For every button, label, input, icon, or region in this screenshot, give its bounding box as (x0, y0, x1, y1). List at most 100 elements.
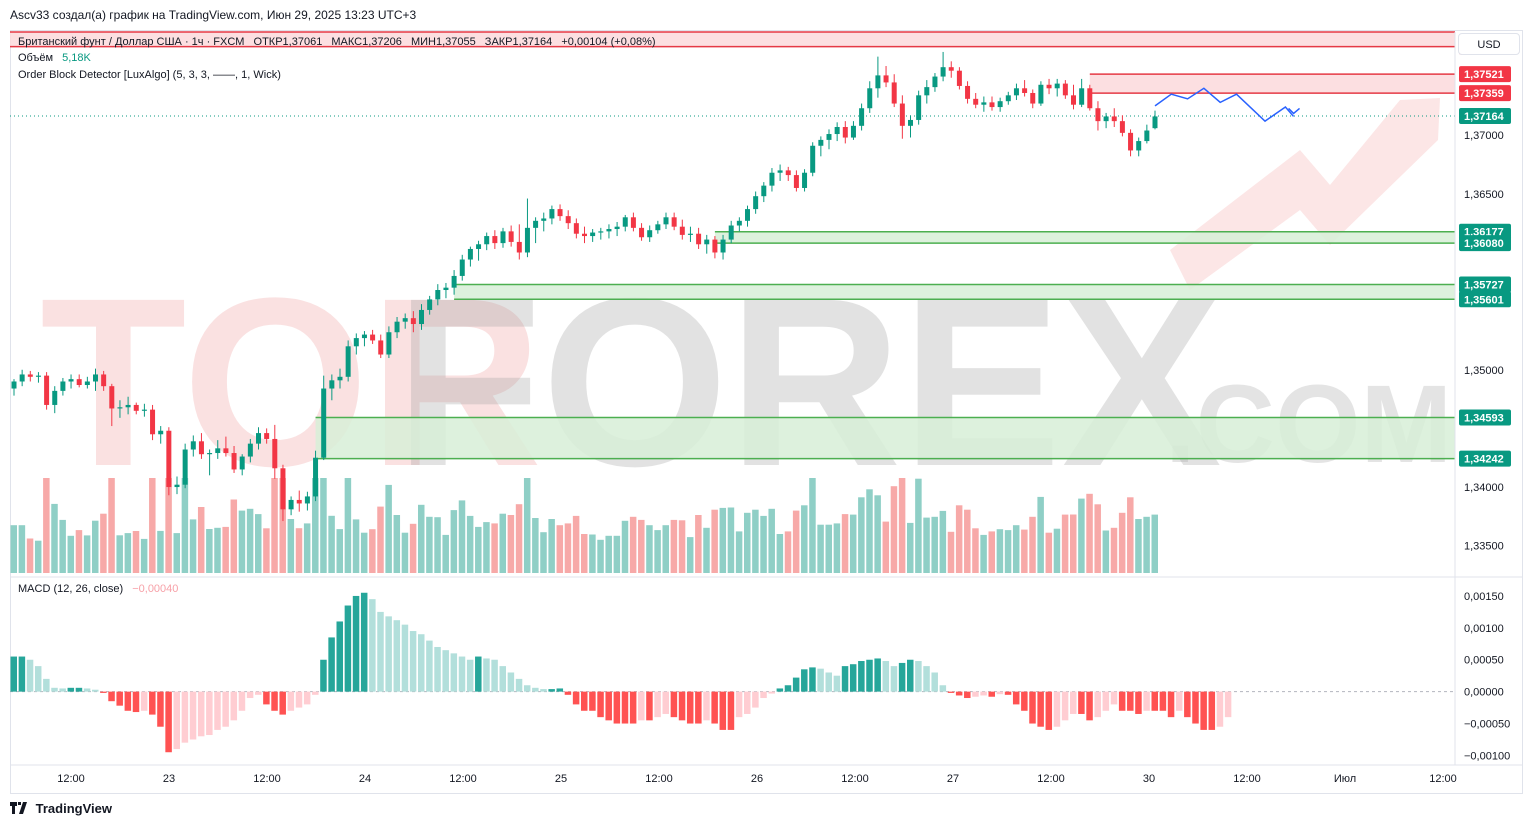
macd-bar (556, 688, 564, 692)
candle-body (60, 381, 66, 391)
macd-bar (581, 691, 588, 711)
macd-bar (1127, 691, 1134, 711)
macd-bar (67, 687, 75, 692)
volume-bar (898, 478, 906, 573)
volume-bar (540, 532, 547, 573)
candle-body (321, 388, 327, 458)
candle-body (516, 241, 522, 253)
candle-body (769, 172, 775, 186)
volume-bar (1127, 497, 1134, 573)
macd-bar (466, 659, 474, 692)
volume-bar (638, 519, 645, 573)
time-tick-label: 12:00 (449, 773, 477, 785)
candle-body (402, 318, 408, 322)
candle-body (761, 185, 767, 197)
time-tick-label: 12:00 (645, 773, 673, 785)
volume-bar (654, 530, 661, 573)
volume-legend[interactable]: Объём 5,18K (18, 52, 97, 64)
volume-bar (206, 529, 213, 573)
volume-bar (1021, 529, 1028, 573)
candle-body (1013, 88, 1019, 96)
macd-bar (638, 691, 645, 721)
open-value: ОТКР1,37061 (253, 36, 323, 48)
candle-body (288, 499, 294, 510)
time-tick-label: 12:00 (1429, 773, 1457, 785)
last-price-badge (1459, 107, 1511, 124)
macd-bar (312, 691, 319, 695)
volume-bar (1053, 528, 1061, 573)
volume-bar (581, 534, 588, 573)
macd-bar (100, 691, 107, 693)
candle-body (932, 76, 938, 88)
macd-label: MACD (12, 26, close) (18, 583, 124, 595)
candle-body (1128, 132, 1134, 151)
macd-bar (295, 691, 303, 708)
footer-brand[interactable]: TradingView (10, 801, 112, 816)
volume-bar (996, 529, 1004, 573)
candle-body (1095, 108, 1101, 122)
macd-bar (140, 691, 148, 711)
volume-bar (1012, 525, 1020, 573)
macd-bar (214, 691, 221, 730)
time-tick-label: 23 (163, 773, 175, 785)
volume-bar (377, 506, 384, 573)
price-badge-label: 1,37359 (1464, 88, 1504, 100)
candle-body (198, 441, 204, 455)
price-badge-bull (1459, 291, 1511, 308)
candle-body (27, 374, 33, 377)
volume-bar (988, 531, 995, 573)
volume-bar (132, 531, 140, 573)
macd-bar (1029, 691, 1036, 724)
volume-bar (1143, 516, 1150, 573)
macd-tick-label: −0,00100 (1464, 750, 1510, 762)
currency-button[interactable]: USD (1458, 33, 1520, 55)
macd-bar (1061, 691, 1069, 721)
volume-bar (874, 495, 881, 573)
projection-arrow-icon (1288, 107, 1301, 115)
price-tick-label: 1,36500 (1464, 189, 1504, 201)
macd-bar (980, 691, 987, 696)
volume-bar (776, 534, 784, 573)
macd-bar (344, 605, 352, 692)
candle-body (304, 496, 310, 504)
macd-bar (866, 659, 873, 692)
candle-body (353, 338, 359, 347)
candle-body (443, 287, 449, 291)
volume-bar (230, 499, 238, 573)
macd-bar (507, 672, 515, 692)
volume-bar (727, 507, 735, 573)
macd-bar (10, 656, 17, 692)
macd-bar (801, 669, 808, 692)
macd-bar (26, 659, 34, 692)
symbol-name: Британский фунт / Доллар США · 1ч · FXCM (18, 36, 245, 48)
time-tick-label: 12:00 (1037, 773, 1065, 785)
candle-body (834, 126, 840, 135)
volume-bar (849, 514, 857, 573)
candle-body (239, 456, 245, 470)
volume-bar (34, 540, 42, 573)
indicator-legend[interactable]: Order Block Detector [LuxAlgo] (5, 3, 3,… (18, 69, 281, 81)
macd-bar (1037, 691, 1044, 727)
macd-bar (784, 685, 792, 692)
candle-body (663, 217, 669, 225)
volume-bar (695, 515, 702, 573)
macd-bar (246, 691, 254, 699)
macd-bar (1200, 691, 1207, 730)
macd-legend[interactable]: MACD (12, 26, close) −0,00040 (18, 583, 178, 595)
macd-bar (792, 677, 800, 692)
time-tick-label: 12:00 (1233, 773, 1261, 785)
volume-bar (393, 515, 401, 573)
time-tick-label: 12:00 (253, 773, 281, 785)
volume-bar (173, 533, 180, 573)
candle-body (370, 334, 376, 341)
macd-bar (287, 691, 295, 711)
volume-bar (246, 508, 254, 573)
symbol-legend[interactable]: Британский фунт / Доллар США · 1ч · FXCM… (18, 36, 662, 48)
volume-bar (491, 523, 498, 573)
volume-bar (75, 530, 83, 573)
time-tick-label: Июл (1334, 773, 1356, 785)
macd-bar (760, 691, 767, 699)
candle-body (582, 233, 587, 237)
volume-bar (792, 510, 800, 573)
